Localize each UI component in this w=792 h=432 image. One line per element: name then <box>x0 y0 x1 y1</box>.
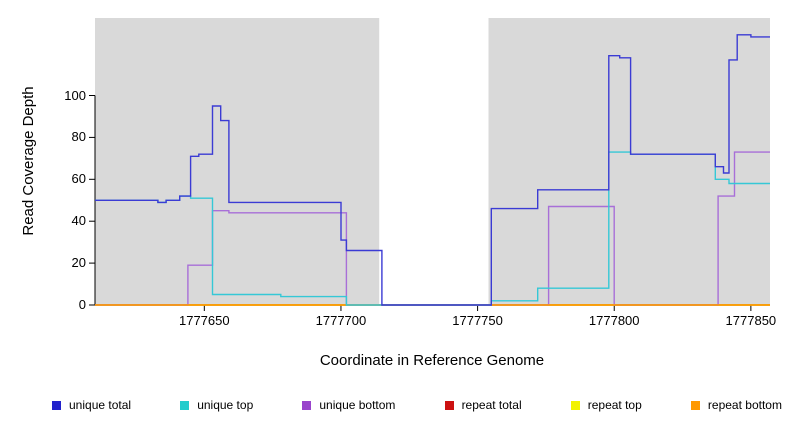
legend: unique total unique top unique bottom repea… <box>52 398 782 412</box>
legend-item-unique-bottom: unique bottom <box>302 398 395 412</box>
x-tick-label: 1777800 <box>588 313 640 328</box>
legend-label: unique top <box>197 398 254 412</box>
y-tick-label: 100 <box>64 87 86 103</box>
y-tick-label: 80 <box>71 129 86 145</box>
legend-item-repeat-top: repeat top <box>570 398 642 412</box>
y-tick-label: 0 <box>78 297 86 312</box>
legend-label: unique total <box>69 398 132 412</box>
x-tick-label: 1777850 <box>725 313 777 328</box>
x-tick-label: 1777700 <box>315 313 367 328</box>
legend-label: repeat top <box>587 398 642 412</box>
y-tick-label: 20 <box>71 255 86 271</box>
legend-swatch-icon <box>302 400 312 410</box>
y-tick-label: 40 <box>71 213 86 229</box>
x-tick-label: 1777650 <box>178 313 230 328</box>
legend-swatch-icon <box>690 400 700 410</box>
legend-label: unique bottom <box>319 398 396 412</box>
legend-label: repeat bottom <box>707 398 782 412</box>
series-unique-total <box>95 34 770 306</box>
legend-label: repeat total <box>461 398 522 412</box>
legend-swatch-icon <box>52 400 61 410</box>
legend-item-unique-top: unique top <box>180 398 253 412</box>
y-axis-title: Read Coverage Depth <box>20 86 37 236</box>
masked-region <box>379 18 489 305</box>
legend-swatch-icon <box>570 400 580 410</box>
x-axis-title: Coordinate in Reference Genome <box>319 352 545 369</box>
legend-item-repeat-bottom: repeat bottom <box>690 398 782 412</box>
y-tick-label: 60 <box>71 171 86 187</box>
plot-canvas <box>89 18 770 311</box>
legend-item-unique-total: unique total <box>52 398 131 412</box>
legend-swatch-icon <box>180 400 190 410</box>
x-tick-label: 1777750 <box>452 313 503 328</box>
legend-item-repeat-total: repeat total <box>444 398 522 412</box>
legend-swatch-icon <box>444 400 454 410</box>
